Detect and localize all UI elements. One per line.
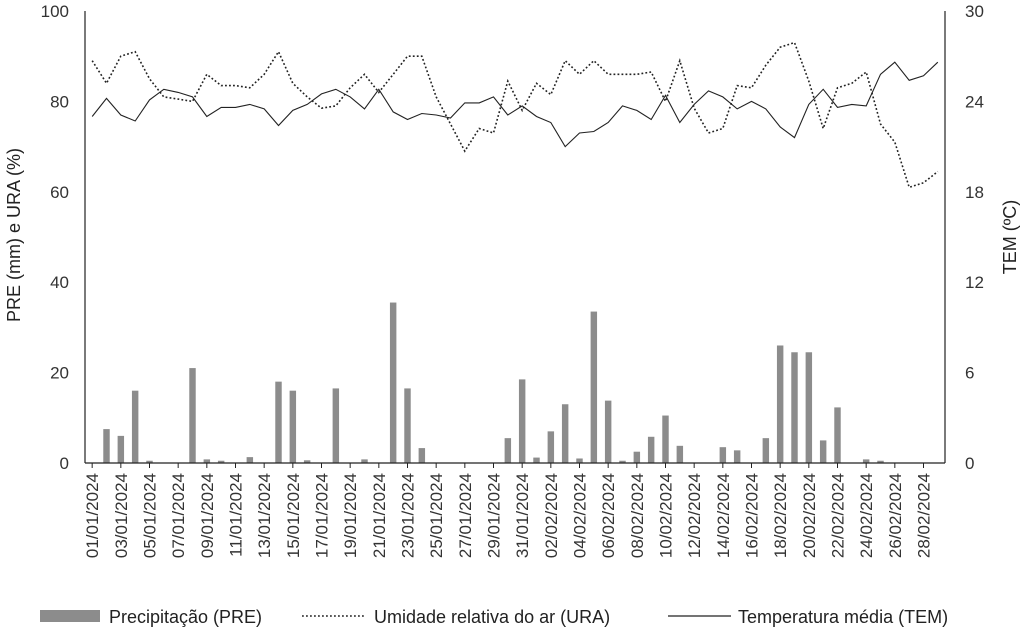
left-tick-label: 0 [60,454,69,473]
left-tick-label: 80 [50,92,69,111]
x-tick-label: 31/01/2024 [513,473,532,558]
legend-precipitation-swatch [40,610,100,622]
x-tick-label: 19/01/2024 [341,473,360,558]
bar-precipitation [217,460,225,463]
legend-humidity-label: Umidade relativa do ar (URA) [374,607,610,627]
bar-precipitation [275,381,282,463]
left-axis-title: PRE (mm) e URA (%) [4,148,24,322]
x-tick-label: 09/01/2024 [198,473,217,558]
bar-precipitation [103,429,110,463]
bar-precipitation [418,448,426,463]
left-tick-label: 40 [50,273,69,292]
bar-precipitation [676,445,684,463]
x-tick-label: 20/02/2024 [800,473,819,558]
bar-precipitation [590,311,598,463]
right-axis-ticks: 0 6 12 18 24 30 [965,2,984,473]
bar-precipitation [518,379,526,463]
bar-precipitation [576,458,583,463]
bar-precipitation [389,302,397,463]
bar-precipitation [719,447,727,463]
bar-precipitation [805,352,813,463]
bar-precipitation [819,440,827,463]
x-tick-label: 27/01/2024 [456,473,475,558]
right-tick-label: 18 [965,183,984,202]
right-tick-label: 24 [965,92,984,111]
bar-precipitation [604,400,612,463]
legend-temperature-label: Temperatura média (TEM) [738,607,948,627]
bar-precipitation [533,457,540,463]
bar-precipitation [547,431,555,463]
x-tick-label: 16/02/2024 [743,473,762,558]
x-tick-label: 12/02/2024 [685,473,704,558]
x-tick-label: 02/02/2024 [542,473,561,558]
bar-precipitation [246,457,254,463]
x-tick-label: 05/01/2024 [141,473,160,558]
x-tick-label: 10/02/2024 [657,473,676,558]
bar-precipitation [791,352,798,463]
bar-precipitation [662,415,669,463]
right-axis-title: TEM (ºC) [1000,200,1020,275]
x-tick-label: 11/01/2024 [227,473,246,557]
bar-precipitation [877,460,884,463]
x-tick-label: 28/02/2024 [915,473,934,558]
x-tick-label: 21/01/2024 [370,473,389,558]
x-tick-label: 13/01/2024 [255,473,274,558]
bar-precipitation [303,460,311,463]
line-temperature [91,61,939,148]
line-humidity [91,41,939,189]
x-tick-label: 26/02/2024 [886,473,905,558]
left-tick-label: 20 [50,364,69,383]
x-tick-label: 15/01/2024 [284,473,303,558]
legend: Precipitação (PRE) Umidade relativa do a… [40,607,948,627]
bar-precipitation [776,345,784,463]
bar-precipitation [289,390,297,463]
bar-precipitation [361,459,368,463]
bar-precipitation [504,438,512,463]
x-tick-label: 18/02/2024 [771,473,790,558]
x-tick-label: 04/02/2024 [571,473,590,558]
left-axis-ticks: 0 20 40 60 80 100 [41,2,69,473]
x-tick-label: 08/02/2024 [628,473,647,558]
bar-precipitation [203,459,211,463]
bar-precipitation [647,436,655,463]
right-tick-label: 6 [965,364,974,383]
axes [84,11,946,464]
bar-precipitation [762,438,770,463]
bar-precipitation [834,407,841,463]
right-tick-label: 12 [965,273,984,292]
bar-precipitation [633,451,641,463]
x-tick-label: 22/02/2024 [829,473,848,558]
bar-precipitation [862,459,870,463]
bar-precipitation [404,388,411,463]
bar-precipitation [189,368,196,463]
bar-precipitation [332,388,340,463]
right-tick-label: 30 [965,2,984,21]
bar-precipitation [619,460,626,463]
x-tick-label: 07/01/2024 [169,473,188,558]
x-tick-label: 06/02/2024 [599,473,618,558]
right-tick-label: 0 [965,454,974,473]
x-tick-label: 29/01/2024 [485,473,504,558]
x-tick-label: 17/01/2024 [313,473,332,558]
bar-precipitation [117,435,125,463]
x-tick-label: 25/01/2024 [427,473,446,558]
left-tick-label: 60 [50,183,69,202]
x-tick-label: 23/01/2024 [399,473,418,558]
x-tick-label: 14/02/2024 [714,473,733,558]
line-series [91,41,939,189]
x-tick-label: 24/02/2024 [857,473,876,558]
bar-precipitation [146,460,153,463]
precipitation-bars [103,302,884,463]
x-axis-ticks: 01/01/2024 03/01/2024 05/01/2024 07/01/2024… [83,463,934,558]
x-tick-label: 01/01/2024 [83,473,102,558]
x-tick-label: 03/01/2024 [112,473,131,558]
bar-precipitation [131,390,139,463]
bar-precipitation [561,404,569,463]
bar-precipitation [733,450,741,463]
left-tick-label: 100 [41,2,69,21]
legend-precipitation-label: Precipitação (PRE) [109,607,262,627]
